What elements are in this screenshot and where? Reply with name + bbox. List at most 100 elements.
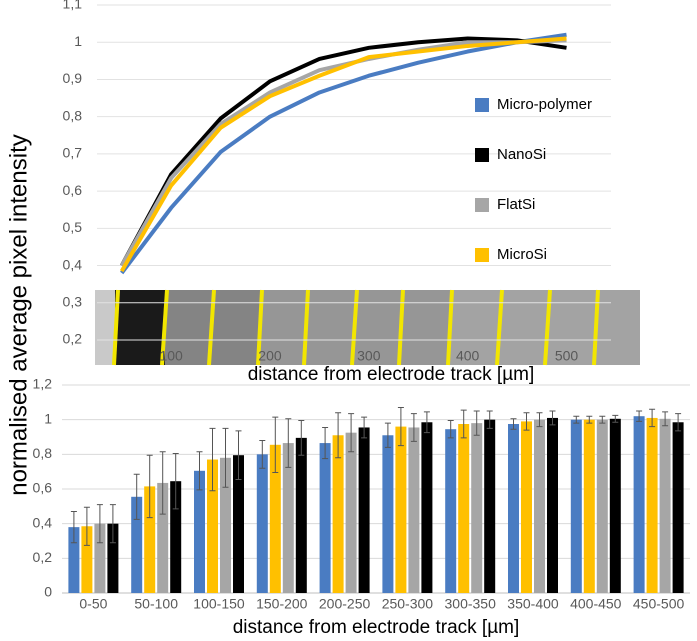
error-bar [410,413,417,442]
bar [672,422,684,593]
error-bar [536,412,543,428]
bar [282,443,294,593]
error-bar [486,410,493,429]
error-bar [109,504,116,544]
bar [547,417,558,593]
bar [144,486,156,593]
error-bar [361,416,368,439]
y-axis-label: normalised average pixel intensity [5,134,32,496]
error-bar [549,410,556,426]
line [119,36,567,267]
bar [609,418,621,593]
bar [94,523,106,593]
bar [458,424,470,593]
error-bar [599,415,606,424]
bar [157,482,169,593]
y-tick-label: 0,3 [63,293,83,309]
x-tick-label: 200-250 [319,596,371,612]
y-tick-label: 0,2 [33,549,53,565]
legend-swatch [475,198,489,212]
y-tick-label: 0,2 [63,331,83,347]
bar [233,455,244,593]
bar [646,417,658,593]
y-tick-label: 0,4 [63,256,83,272]
error-bar [259,439,266,469]
error-bar [397,407,404,447]
legend-swatch [475,248,489,262]
error-bar [235,430,242,480]
error-bar [649,408,656,428]
bar [332,435,344,593]
bar [471,423,483,593]
x-axis-label: distance from electrode track [µm] [248,364,535,385]
error-bar [209,427,216,492]
x-tick-label: 0-50 [79,596,107,612]
bar [207,459,218,593]
bar [659,418,671,593]
legend-swatch [475,148,489,162]
bar [295,437,307,593]
error-bar [96,504,103,544]
x-tick-label: 100 [159,348,183,364]
x-tick-label: 50-100 [134,596,178,612]
line [120,32,567,275]
y-tick-label: 0,8 [63,107,83,123]
error-bar [384,422,391,448]
error-bar [133,473,140,520]
bar [583,419,595,593]
error-bar [348,413,355,453]
legend-label: FlatSi [497,196,535,213]
legend-swatch [475,98,489,112]
bar [170,481,182,593]
y-tick-label: 1,1 [63,0,83,12]
bar [382,435,394,593]
error-bar [335,412,342,459]
bar [81,526,93,593]
y-tick-label: 0,7 [63,145,83,161]
bar [131,496,143,593]
y-tick-label: 1 [44,410,52,426]
y-tick-label: 0,5 [63,219,83,235]
error-bar [675,413,682,432]
error-bar [523,412,530,431]
bar [269,444,281,593]
error-bar [612,414,619,423]
bar [534,419,545,593]
y-tick-label: 0 [44,584,52,600]
y-tick-label: 0,8 [33,445,53,461]
bar [633,416,645,593]
error-bar [573,415,580,424]
x-tick-label: 100-150 [193,596,245,612]
x-tick-label: 250-300 [382,596,434,612]
error-bar [636,410,643,422]
legend-label: NanoSi [497,146,546,163]
x-tick-label: 150-200 [256,596,308,612]
error-bar [172,452,179,510]
x-tick-label: 400-450 [570,596,622,612]
bar [484,419,496,593]
error-bar [146,454,153,519]
error-bar [298,420,305,456]
bar [107,523,119,593]
legend-label: MicroSi [497,246,547,263]
y-tick-label: 0,9 [63,70,83,86]
error-bar [83,506,90,546]
error-bar [272,416,279,474]
y-tick-label: 0,6 [33,480,53,496]
x-tick-label: 400 [456,348,480,364]
x-tick-label: 200 [258,348,282,364]
bar [358,427,370,593]
x-tick-label: 300 [357,348,381,364]
error-bar [423,411,430,434]
bar [256,454,268,593]
x-tick-label: 500 [555,348,579,364]
bar [570,419,582,593]
bar [421,422,433,593]
line [119,36,567,273]
error-bar [285,418,292,468]
bar [521,421,532,593]
bar [408,427,420,593]
x-tick-label: 450-500 [633,596,685,612]
error-bar [447,420,454,439]
